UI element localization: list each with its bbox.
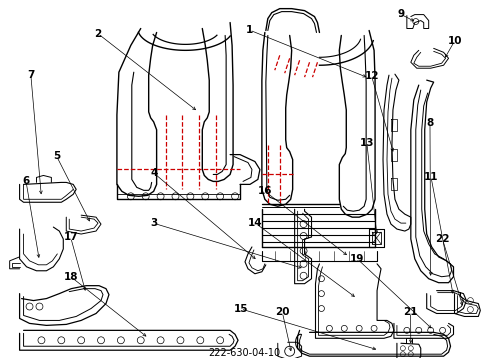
Text: 14: 14: [247, 218, 262, 228]
Text: 4: 4: [150, 168, 158, 178]
Text: 11: 11: [423, 172, 437, 181]
Text: 222-630-04-10: 222-630-04-10: [207, 348, 280, 358]
Text: 19: 19: [349, 254, 364, 264]
Text: 8: 8: [426, 118, 433, 128]
Text: 12: 12: [364, 72, 378, 81]
Text: 9: 9: [396, 9, 404, 19]
Text: 16: 16: [257, 186, 272, 196]
Text: 15: 15: [233, 304, 247, 314]
Text: 6: 6: [22, 176, 30, 186]
Text: 13: 13: [359, 138, 373, 148]
Text: 17: 17: [63, 232, 78, 242]
Text: 1: 1: [245, 25, 252, 35]
Text: 2: 2: [94, 28, 102, 39]
Text: 10: 10: [447, 36, 461, 46]
Text: 7: 7: [27, 70, 35, 80]
Text: 18: 18: [63, 272, 78, 282]
Text: 5: 5: [53, 151, 60, 161]
Text: 21: 21: [403, 307, 417, 318]
Text: 22: 22: [434, 234, 449, 244]
Text: 20: 20: [275, 307, 289, 318]
Text: 3: 3: [150, 219, 158, 228]
